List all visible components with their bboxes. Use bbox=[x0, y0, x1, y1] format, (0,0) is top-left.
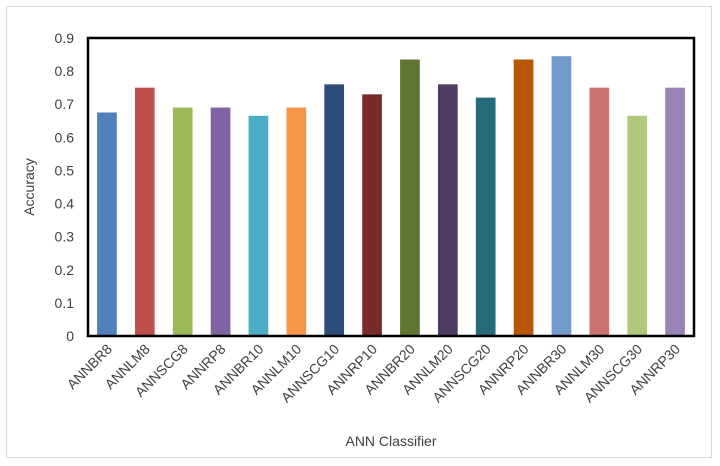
y-tick-label: 0 bbox=[66, 328, 74, 344]
y-tick-label: 0.8 bbox=[55, 63, 75, 79]
y-tick-label: 0.6 bbox=[55, 129, 75, 145]
plot-area-border bbox=[86, 36, 696, 338]
x-axis-ticks: ANNBR8ANNLM8ANNSCG8ANNRP8ANNBR10ANNLM10A… bbox=[64, 341, 684, 406]
y-tick-label: 0.5 bbox=[55, 162, 75, 178]
y-tick-label: 0.9 bbox=[55, 30, 75, 46]
y-tick-label: 0.4 bbox=[55, 196, 75, 212]
bars bbox=[97, 56, 685, 337]
x-axis-title: ANN Classifier bbox=[345, 433, 436, 449]
bar-annscg20 bbox=[475, 97, 496, 336]
y-tick-label: 0.1 bbox=[55, 295, 75, 311]
bar-annrp20 bbox=[513, 59, 534, 337]
y-axis-title: Accuracy bbox=[21, 158, 37, 216]
bar-annbr20 bbox=[400, 59, 420, 337]
bar-annbr10 bbox=[248, 115, 269, 336]
bar-annrp8 bbox=[210, 107, 231, 337]
bar-annscg8 bbox=[172, 107, 193, 337]
bar-annrp10 bbox=[362, 94, 382, 337]
bar-annscg10 bbox=[324, 84, 345, 336]
bar-annlm20 bbox=[437, 84, 458, 336]
bar-annbr8 bbox=[97, 112, 117, 336]
y-tick-label: 0.3 bbox=[55, 229, 75, 245]
bar-annrp30 bbox=[665, 87, 685, 337]
y-axis-ticks: 0 0.1 0.2 0.3 0.4 0.5 0.6 0.7 0.8 0.9 bbox=[55, 30, 75, 344]
bar-annlm30 bbox=[589, 87, 610, 337]
y-tick-label: 0.2 bbox=[55, 262, 75, 278]
bar-annlm8 bbox=[134, 87, 155, 337]
bar-annbr30 bbox=[551, 56, 572, 336]
y-tick-label: 0.7 bbox=[55, 96, 75, 112]
bar-annscg30 bbox=[627, 115, 648, 336]
bar-annlm10 bbox=[286, 107, 307, 337]
